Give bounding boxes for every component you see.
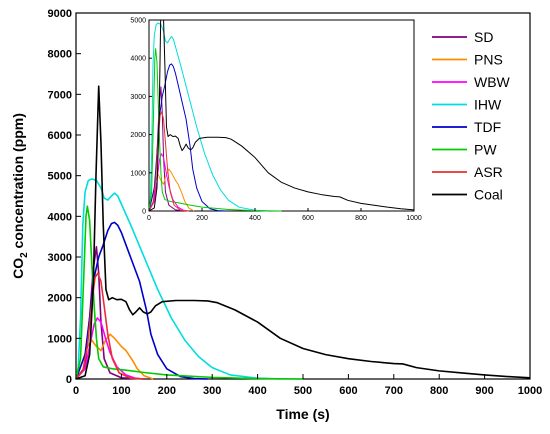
main-y-axis-ticks: 0 1000 2000 3000 4000 5000 6000 7000 8000 9000 bbox=[48, 8, 81, 386]
inset-series-group bbox=[148, 19, 415, 212]
main-series-group bbox=[75, 85, 531, 380]
y-tick-label: 1000 bbox=[48, 333, 72, 345]
x-tick-label: 300 bbox=[203, 385, 221, 397]
legend-label-ihw: IHW bbox=[474, 97, 502, 113]
inset-series-line-pw bbox=[148, 48, 282, 212]
main-plot: 0 100 200 300 400 500 600 700 800 900 1000 0100020… bbox=[10, 8, 542, 422]
inset-series-line-tdf bbox=[148, 63, 226, 212]
x-tick-label: 900 bbox=[475, 385, 493, 397]
series-line-coal bbox=[75, 85, 531, 380]
legend-label-pns: PNS bbox=[474, 52, 503, 68]
series-line-tdf bbox=[75, 221, 208, 380]
inset-x-tick-label: 400 bbox=[249, 215, 261, 222]
x-tick-label: 1000 bbox=[518, 385, 542, 397]
y-tick-label: 0 bbox=[66, 374, 72, 386]
inset-x-tick-label: 1000 bbox=[406, 215, 422, 222]
inset-series-line-coal bbox=[148, 19, 415, 212]
y-tick-label: 3000 bbox=[48, 252, 72, 264]
y-tick-label: 2000 bbox=[48, 293, 72, 305]
inset-x-tick-label: 200 bbox=[196, 215, 208, 222]
x-tick-label: 100 bbox=[112, 385, 130, 397]
series-line-asr bbox=[75, 272, 145, 380]
y-axis-title-pre: CO bbox=[10, 258, 26, 279]
series-line-pns bbox=[75, 333, 154, 380]
inset-x-tick-label: 800 bbox=[355, 215, 367, 222]
inset-y-tick-label: 1000 bbox=[130, 170, 146, 177]
legend-label-coal: Coal bbox=[474, 187, 503, 203]
y-axis-title: CO2 concentration (ppm) bbox=[10, 113, 30, 279]
y-tick-label: 5000 bbox=[48, 171, 72, 183]
x-tick-label: 0 bbox=[73, 385, 79, 397]
inset-x-tick-label: 0 bbox=[147, 215, 151, 222]
inset-y-tick-label: 2000 bbox=[130, 132, 146, 139]
series-line-pw bbox=[75, 205, 304, 380]
main-x-axis-ticks: 0 100 200 300 400 500 600 700 800 900 1000 bbox=[73, 374, 542, 397]
inset-series-line-ihw bbox=[148, 22, 269, 212]
legend-label-tdf: TDF bbox=[474, 119, 501, 135]
y-tick-label: 4000 bbox=[48, 211, 72, 223]
inset-y-tick-label: 3000 bbox=[130, 94, 146, 101]
y-tick-label: 6000 bbox=[48, 130, 72, 142]
legend-label-pw: PW bbox=[474, 142, 497, 158]
inset-series-line-pns bbox=[148, 168, 195, 212]
x-tick-label: 400 bbox=[248, 385, 266, 397]
series-line-ihw bbox=[75, 178, 281, 380]
x-tick-label: 800 bbox=[430, 385, 448, 397]
x-tick-label: 500 bbox=[294, 385, 312, 397]
x-axis-title: Time (s) bbox=[276, 406, 329, 422]
y-tick-label: 8000 bbox=[48, 49, 72, 61]
inset-y-tick-label: 5000 bbox=[130, 18, 146, 25]
inset-series-line-wbw bbox=[148, 153, 189, 212]
legend-label-wbw: WBW bbox=[474, 74, 511, 90]
x-tick-label: 200 bbox=[158, 385, 176, 397]
y-axis-title-post: concentration (ppm) bbox=[10, 113, 26, 252]
inset-y-axis-ticks: 0 1000 2000 3000 4000 5000 bbox=[130, 18, 152, 216]
inset-x-axis-ticks: 0 200 400 600 800 1000 bbox=[147, 208, 422, 222]
y-tick-label: 9000 bbox=[48, 8, 72, 20]
inset-plot: 0 200 400 600 800 1000 0 1000 2000 3000 4000 5000 bbox=[130, 18, 421, 223]
legend: SD PNS WBW IHW TDF PW ASR Coal bbox=[432, 29, 511, 203]
inset-series-line-asr bbox=[148, 111, 189, 212]
series-line-wbw bbox=[75, 317, 145, 380]
inset-y-tick-label: 4000 bbox=[130, 56, 146, 63]
y-axis-title-subscript: 2 bbox=[19, 252, 30, 258]
inset-y-tick-label: 0 bbox=[142, 209, 146, 216]
y-tick-label: 7000 bbox=[48, 89, 72, 101]
x-tick-label: 700 bbox=[385, 385, 403, 397]
legend-label-sd: SD bbox=[474, 29, 493, 45]
inset-plot-frame bbox=[148, 19, 415, 212]
inset-x-tick-label: 600 bbox=[302, 215, 314, 222]
legend-label-asr: ASR bbox=[474, 164, 503, 180]
x-tick-label: 600 bbox=[339, 385, 357, 397]
